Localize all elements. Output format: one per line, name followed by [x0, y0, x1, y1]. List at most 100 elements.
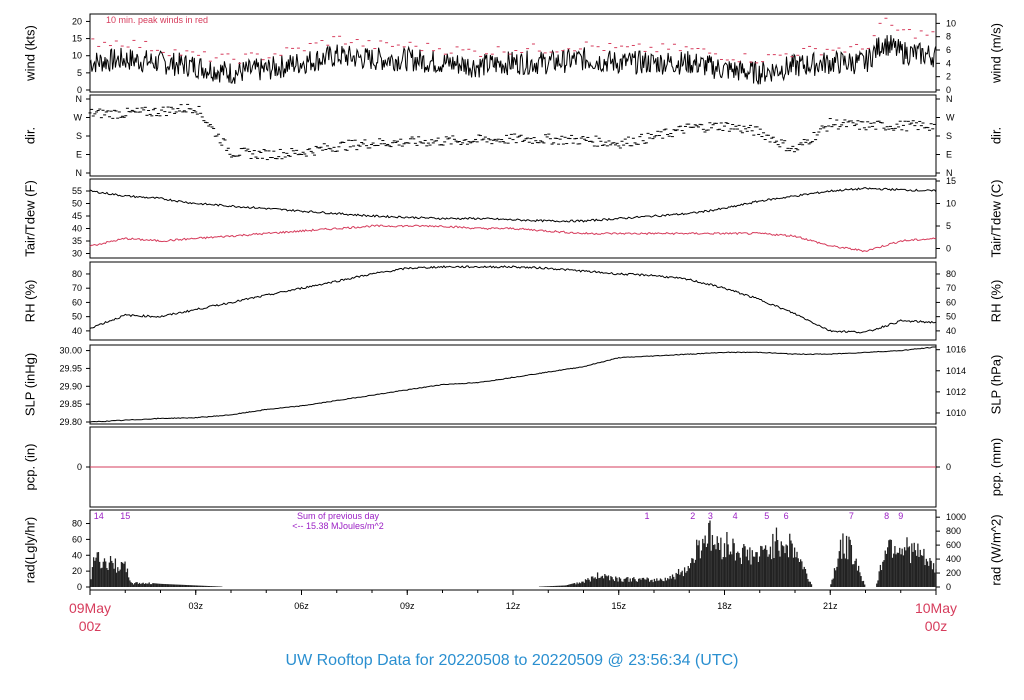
slp-left-tick-label: 29.95 — [59, 363, 82, 373]
slp-right-tick-label: 1014 — [946, 366, 966, 376]
rad-left-tick-label: 20 — [72, 566, 82, 576]
temp-left-tick-label: 40 — [72, 224, 82, 234]
rad-marker: 7 — [849, 511, 854, 521]
rh-right-tick-label: 40 — [946, 326, 956, 336]
slp-ylabel-right: SLP (hPa) — [988, 355, 1003, 415]
chart-title: UW Rooftop Data for 20220508 to 20220509… — [286, 652, 739, 669]
rad-marker: 5 — [764, 511, 769, 521]
slp-line — [89, 346, 937, 423]
x-tick-label: 06z — [294, 601, 309, 611]
dir-left-tick-label: W — [74, 113, 83, 123]
wind-frame — [89, 13, 937, 93]
rad-right-tick-label: 200 — [946, 568, 961, 578]
wind-speed-line — [89, 34, 937, 85]
wind-ylabel-right: wind (m/s) — [988, 23, 1003, 84]
rad-marker: 8 — [884, 511, 889, 521]
slp-left-tick-label: 30.00 — [59, 346, 82, 356]
rad-marker: 9 — [898, 511, 903, 521]
rad-right-tick-label: 0 — [946, 582, 951, 592]
rh-left-tick-label: 60 — [72, 297, 82, 307]
panel-slp: 29.80 29.85 29.90 29.95 30.00 1010 1012 1014 101… — [22, 344, 1003, 427]
temp-left-tick-label: 50 — [72, 199, 82, 209]
rad-marker: 4 — [733, 511, 738, 521]
dir-left-tick-label: N — [76, 94, 83, 104]
rad-marker: 14 — [94, 511, 104, 521]
wind-left-tick-label: 15 — [72, 34, 82, 44]
dir-right-tick-label: S — [946, 131, 952, 141]
dir-ylabel-left: dir. — [22, 127, 37, 144]
rad-right-tick-label: 400 — [946, 554, 961, 564]
temp-frame — [89, 178, 937, 259]
panel-pcp: 0 0 pcp. (in) pcp. (mm) — [22, 426, 1003, 508]
rad-left-tick-label: 60 — [72, 534, 82, 544]
slp-left-tick-label: 29.80 — [59, 417, 82, 427]
wind-right-tick-label: 6 — [946, 45, 951, 55]
wind-left-tick-label: 10 — [72, 51, 82, 61]
x-major-label: 09May — [69, 600, 111, 616]
temp-Tair-line — [89, 187, 937, 223]
rad-frame — [89, 509, 937, 591]
x-tick-label: 15z — [611, 601, 626, 611]
rh-left-tick-label: 70 — [72, 283, 82, 293]
rad-marker: 1 — [644, 511, 649, 521]
x-tick-label: 18z — [717, 601, 732, 611]
rad-marker: 15 — [120, 511, 130, 521]
temp-ylabel-left: Tair/Tdew (F) — [22, 180, 37, 257]
x-axis: 09May 00z 03z 06z 09z 12z 15z 18z 21z 10May 00z — [69, 590, 957, 634]
wind-right-tick-label: 2 — [946, 72, 951, 82]
rad-left-tick-label: 0 — [77, 582, 82, 592]
dir-right-tick-label: N — [946, 94, 953, 104]
rad-right-tick-label: 600 — [946, 540, 961, 550]
rad-marker: 6 — [784, 511, 789, 521]
pcp-ylabel-left: pcp. (in) — [22, 444, 37, 491]
rh-right-tick-label: 80 — [946, 269, 956, 279]
x-tick-label: 12z — [506, 601, 521, 611]
rad-marker: 2 — [690, 511, 695, 521]
rad-left-tick-label: 80 — [72, 519, 82, 529]
dir-right-tick-label: W — [946, 113, 955, 123]
x-major-label: 10May — [915, 600, 957, 616]
slp-frame — [89, 344, 937, 425]
rad-ylabel-left: rad(Lgly/hr) — [22, 517, 37, 583]
rh-ylabel-right: RH (%) — [988, 280, 1003, 323]
rh-right-tick-label: 70 — [946, 283, 956, 293]
x-major-sub: 00z — [925, 618, 948, 634]
rad-sum-label: Sum of previous day — [297, 511, 380, 521]
rad-ylabel-right: rad (W/m^2) — [988, 514, 1003, 585]
temp-right-tick-label: 0 — [946, 244, 951, 254]
wind-ylabel-left: wind (kts) — [22, 25, 37, 82]
rh-line — [89, 265, 937, 334]
panel-wind: 0 5 10 15 20 0 2 4 6 8 10 wind (kts) wind (m/s) 10 mi… — [22, 13, 1003, 95]
temp-Tdew-line — [89, 224, 937, 253]
rh-left-tick-label: 50 — [72, 312, 82, 322]
slp-right-tick-label: 1010 — [946, 408, 966, 418]
pcp-left-tick-label: 0 — [77, 462, 82, 472]
x-tick-label: 21z — [823, 601, 838, 611]
temp-left-tick-label: 45 — [72, 211, 82, 221]
temp-right-tick-label: 10 — [946, 199, 956, 209]
rad-sum-value: <-- 15.38 MJoules/m^2 — [292, 521, 384, 531]
wind-left-tick-label: 0 — [77, 85, 82, 95]
dir-left-tick-label: E — [76, 150, 82, 160]
rad-marker: 3 — [708, 511, 713, 521]
slp-right-tick-label: 1012 — [946, 387, 966, 397]
rh-ylabel-left: RH (%) — [22, 280, 37, 323]
panel-temp: 30 35 40 45 50 55 0 5 10 15 Tair/Tdew (F) Tair/Tdew… — [22, 176, 1003, 259]
slp-ylabel-left: SLP (inHg) — [22, 353, 37, 416]
dir-right-tick-label: N — [946, 168, 953, 178]
rh-right-tick-label: 60 — [946, 297, 956, 307]
x-tick-label: 09z — [400, 601, 415, 611]
temp-right-tick-label: 5 — [946, 221, 951, 231]
panel-rh: 40 50 60 70 80 40 50 60 70 80 RH (%) RH (%) — [22, 261, 1003, 341]
wind-right-tick-label: 4 — [946, 58, 951, 68]
dir-ylabel-right: dir. — [988, 127, 1003, 144]
temp-ylabel-right: Tair/Tdew (C) — [988, 179, 1003, 257]
dir-left-tick-label: N — [76, 168, 83, 178]
slp-left-tick-label: 29.85 — [59, 399, 82, 409]
wind-left-tick-label: 20 — [72, 16, 82, 26]
rh-left-tick-label: 40 — [72, 326, 82, 336]
